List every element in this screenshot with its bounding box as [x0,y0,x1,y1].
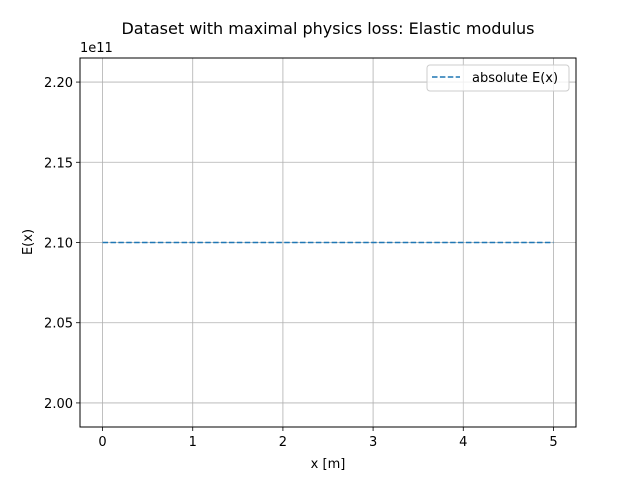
legend-label-absolute-E: absolute E(x) [472,71,558,86]
y-tick-label: 2.10 [44,237,73,252]
x-tick-label: 3 [369,435,377,450]
y-tick-label: 2.20 [44,76,73,91]
x-tick-label: 0 [98,435,106,450]
x-axis-label: x [m] [311,457,346,472]
y-tick-label: 2.00 [44,397,73,412]
y-axis: 2.00 2.05 2.10 2.15 2.20 [44,76,80,412]
y-axis-label: E(x) [21,229,36,255]
legend: absolute E(x) [426,64,570,92]
chart-title: Dataset with maximal physics loss: Elast… [121,19,534,38]
y-offset-label: 1e11 [80,41,113,56]
y-tick-label: 2.05 [44,317,73,332]
x-tick-label: 4 [459,435,467,450]
x-tick-label: 5 [549,435,557,450]
y-tick-label: 2.15 [44,156,73,171]
x-tick-label: 2 [279,435,287,450]
x-axis: 0 1 2 3 4 5 [98,427,558,450]
x-tick-label: 1 [189,435,197,450]
legend-box [426,64,570,92]
